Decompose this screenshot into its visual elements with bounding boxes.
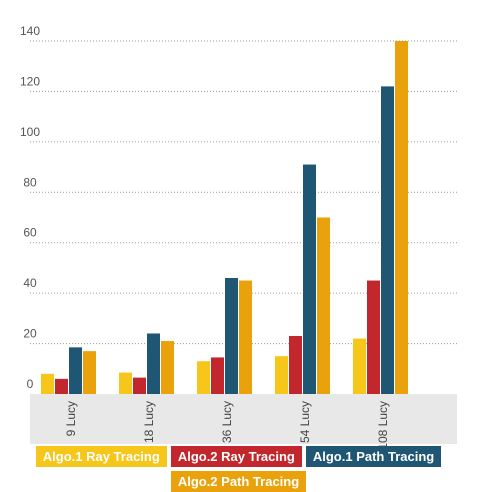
x-tick-label: 18 Lucy <box>142 401 156 443</box>
bar-algo-2-ray-tracing-0 <box>55 378 68 394</box>
x-tick-label: 36 Lucy <box>220 401 234 443</box>
y-tick-label: 20 <box>23 327 37 341</box>
y-tick-label: 0 <box>27 377 34 391</box>
bar-algo-2-path-tracing-3 <box>317 217 330 394</box>
bar-algo-1-ray-tracing-4 <box>353 338 366 394</box>
bar-algo-1-ray-tracing-2 <box>197 361 210 394</box>
bar-algo-2-ray-tracing-1 <box>133 377 146 394</box>
bar-algo-1-ray-tracing-0 <box>41 373 54 394</box>
legend-item: Algo.1 Path Tracing <box>305 446 442 467</box>
chart-legend: Algo.1 Ray Tracing Algo.2 Ray Tracing Algo… <box>0 446 477 492</box>
bar-algo-1-ray-tracing-1 <box>119 372 132 394</box>
bar-algo-1-path-tracing-0 <box>69 347 82 394</box>
x-tick-label: 54 Lucy <box>298 401 312 443</box>
bar-algo-1-path-tracing-3 <box>303 164 316 394</box>
y-tick-label: 100 <box>20 125 40 139</box>
x-tick-label: 108 Lucy <box>376 401 390 446</box>
y-tick-label: 40 <box>23 276 37 290</box>
y-tick-label: 140 <box>20 24 40 38</box>
legend-item: Algo.2 Ray Tracing <box>170 446 302 467</box>
bar-algo-2-path-tracing-4 <box>395 41 408 394</box>
legend-item: Algo.2 Path Tracing <box>170 471 307 492</box>
x-axis-band <box>30 394 457 444</box>
bar-algo-2-path-tracing-1 <box>161 341 174 394</box>
legend-item: Algo.1 Ray Tracing <box>35 446 167 467</box>
bar-algo-2-path-tracing-2 <box>239 280 252 394</box>
bar-algo-2-ray-tracing-2 <box>211 357 224 394</box>
x-tick-label: 9 Lucy <box>64 401 78 436</box>
bar-algo-1-path-tracing-2 <box>225 278 238 394</box>
bar-algo-2-ray-tracing-4 <box>367 280 380 394</box>
bar-algo-2-ray-tracing-3 <box>289 336 302 394</box>
bar-algo-1-ray-tracing-3 <box>275 356 288 394</box>
bar-algo-2-path-tracing-0 <box>83 351 96 394</box>
bar-chart: 0 20 40 60 80 100 120 140 9 Lucy 18 Lucy 36 Lucy 54… <box>20 24 457 446</box>
bar-algo-1-path-tracing-4 <box>381 86 394 394</box>
y-tick-label: 120 <box>20 74 40 88</box>
y-tick-label: 80 <box>23 175 37 189</box>
bar-algo-1-path-tracing-1 <box>147 333 160 394</box>
y-tick-label: 60 <box>23 226 37 240</box>
